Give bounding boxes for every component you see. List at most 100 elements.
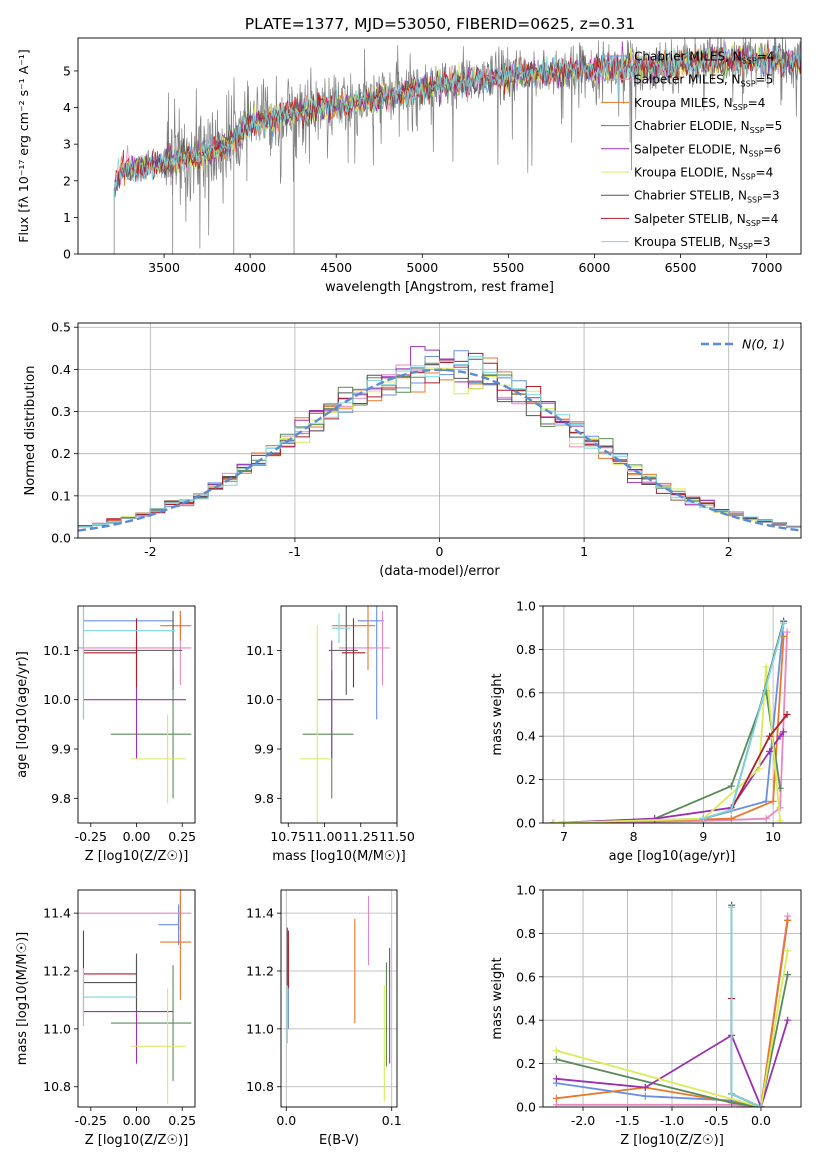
weight-marker: [784, 971, 792, 979]
x-tick-label: 7: [560, 829, 568, 844]
errorbar-group: [78, 606, 192, 804]
y-tick-label: 2: [63, 173, 71, 188]
weight-marker: [780, 728, 788, 736]
weight-line: [553, 731, 785, 823]
legend-label: N(0, 1): [742, 337, 785, 352]
errorbar-point: [131, 714, 186, 804]
y-axis-label: Flux [fλ 10⁻¹⁷ erg cm⁻² s⁻¹ A⁻¹]: [16, 49, 31, 242]
errorbar-point: [83, 959, 174, 1064]
x-tick-label: 0.1: [382, 1113, 402, 1128]
weight-marker: [766, 732, 774, 740]
y-tick-label: 1: [63, 210, 71, 225]
x-tick-label: 0.25: [168, 1113, 196, 1128]
y-tick-label: 11.2: [246, 964, 274, 979]
weight-marker: [780, 632, 788, 640]
y-tick-label: 1.0: [516, 883, 536, 898]
y-tick-label: 0.4: [51, 362, 71, 377]
axes-residuals: -2 -1 0 1 2 0.0 0.1 0.2 0.3 0.4 0.5 (data-model)/er…: [23, 320, 802, 579]
y-axis-label: age [log10(age/yr)]: [15, 651, 30, 778]
weight-marker: [699, 815, 707, 823]
errorbar-point: [83, 953, 138, 1012]
y-tick-label: 10.0: [43, 692, 71, 707]
legend-label: Kroupa ELODIE, NSSP=4: [634, 166, 773, 182]
weight-marker: [728, 903, 736, 911]
weight-marker: [776, 817, 784, 823]
weight-marker: [552, 1094, 560, 1102]
axes-frame: [542, 605, 802, 824]
weight-marker: [784, 1016, 792, 1024]
x-tick-label: 0.0: [751, 1113, 771, 1128]
weight-marker: [783, 711, 791, 718]
errorbar-point: [82, 606, 174, 720]
x-tick-label: 5500: [492, 260, 524, 275]
y-tick-label: 10.1: [43, 643, 71, 658]
legend-label: Salpeter ELODIE, NSSP=6: [634, 142, 781, 158]
y-tick-label: 0.2: [51, 446, 71, 461]
errorbar-point: [78, 610, 192, 685]
x-tick-label: 4500: [320, 260, 352, 275]
x-tick-label: 0.00: [123, 829, 151, 844]
x-tick-label: 11.00: [307, 829, 343, 844]
x-tick-label: 3500: [148, 260, 180, 275]
axes-frame: [77, 322, 802, 539]
errorbar-point: [82, 968, 137, 1026]
x-tick-label: -2: [144, 544, 156, 559]
errorbar-group: [78, 890, 192, 1105]
axes-massweight_vs_age: 7 8 9 10 0.0 0.2 0.4 0.6 0.8 1.0 age [log10(age/yr…: [490, 599, 802, 864]
y-tick-label: 11.0: [246, 1021, 274, 1036]
y-tick-label: 9.8: [254, 791, 274, 806]
y-tick-label: 10.8: [246, 1079, 274, 1094]
axes-age_vs_z: -0.25 0.00 0.25 9.8 9.9 10.0 10.1 Z [log10(Z/Z☉…: [15, 605, 196, 864]
weight-marker: [552, 1075, 560, 1083]
weight-line: [730, 907, 762, 1107]
x-tick-label: 10: [765, 829, 781, 844]
errorbar-point: [299, 625, 332, 823]
weight-marker: [769, 797, 777, 805]
y-tick-label: 0.8: [516, 642, 536, 657]
weight-marker: [727, 782, 735, 790]
legend-label: Kroupa STELIB, NSSP=3: [634, 235, 771, 251]
axes-massweight_vs_z: -2.0 -1.5 -1.0 -0.5 0.0 0.0 0.2 0.4 0.6 0.8 1.0 Z […: [490, 883, 802, 1148]
y-tick-label: 9.8: [51, 791, 71, 806]
weight-line: [553, 636, 785, 823]
errorbar-point: [160, 890, 192, 1000]
axes-frame: [280, 605, 398, 824]
y-tick-label: 11.2: [43, 964, 71, 979]
weight-marker: [784, 947, 792, 955]
errorbar-point: [82, 606, 175, 720]
weight-line: [553, 621, 785, 823]
weight-marker: [766, 747, 774, 755]
legend-label: Chabrier MILES, NSSP=4: [634, 50, 774, 66]
spectrum-traces: [113, 38, 801, 254]
axes-frame: [77, 889, 196, 1108]
x-tick-label: 11.25: [343, 829, 379, 844]
y-tick-label: 11.0: [43, 1021, 71, 1036]
x-tick-label: 5000: [406, 260, 438, 275]
weight-marker: [783, 628, 791, 636]
y-tick-label: 10.0: [246, 692, 274, 707]
legend-label: Salpeter MILES, NSSP=5: [634, 73, 773, 89]
errorbar-point: [341, 618, 366, 688]
weight-marker: [762, 663, 770, 671]
weight-line: [556, 974, 789, 1107]
x-tick-label: 8: [630, 829, 638, 844]
weight-marker: [784, 916, 792, 924]
x-tick-label: -0.25: [75, 1113, 107, 1128]
y-tick-label: 0.2: [516, 772, 536, 787]
y-axis-label: mass weight: [490, 957, 505, 1039]
y-tick-label: 4: [63, 100, 71, 115]
y-tick-label: 9.9: [254, 742, 274, 757]
weight-marker: [552, 1047, 560, 1055]
errorbar-point: [83, 618, 138, 688]
x-axis-label: wavelength [Angstrom, rest frame]: [325, 280, 554, 295]
y-tick-label: 0.0: [51, 531, 71, 546]
x-axis-label: Z [log10(Z/Z☉)]: [620, 1133, 724, 1148]
x-tick-label: 6500: [665, 260, 697, 275]
figure-title: PLATE=1377, MJD=53050, FIBERID=0625, z=0…: [245, 15, 635, 33]
x-tick-label: 0: [436, 544, 444, 559]
errorbar-point: [78, 895, 192, 931]
histogram-group: [78, 346, 801, 532]
x-tick-label: 4000: [234, 260, 266, 275]
y-tick-label: 0.2: [516, 1056, 536, 1071]
